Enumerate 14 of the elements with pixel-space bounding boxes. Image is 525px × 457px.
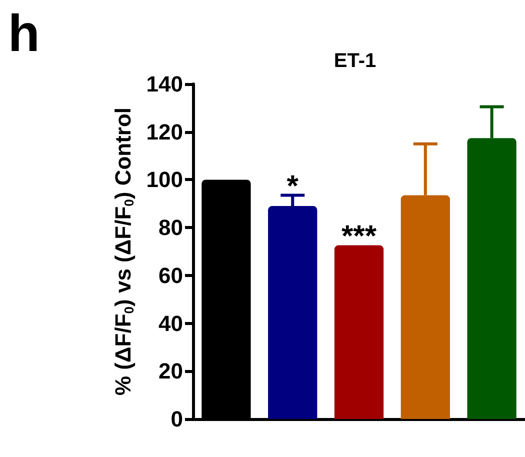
data-label: ***: [341, 220, 377, 253]
y-tick-label: 60: [158, 262, 183, 288]
y-tick-label: 120: [146, 119, 183, 144]
text: h: [8, 5, 40, 63]
chart-title: ET-1: [334, 50, 376, 72]
y-tick-label: 40: [158, 310, 183, 336]
y-tick-label: 140: [146, 72, 183, 96]
y-tick-label: 20: [158, 358, 183, 384]
y-tick-label: 80: [158, 215, 183, 240]
data-label: *: [286, 170, 299, 203]
bar: [334, 245, 384, 419]
y-tick-label: 0: [170, 406, 183, 432]
y-tick-label: 100: [146, 167, 183, 192]
y-axis-title: % (ΔF/F0) vs (ΔF/F0) Control: [110, 107, 136, 396]
